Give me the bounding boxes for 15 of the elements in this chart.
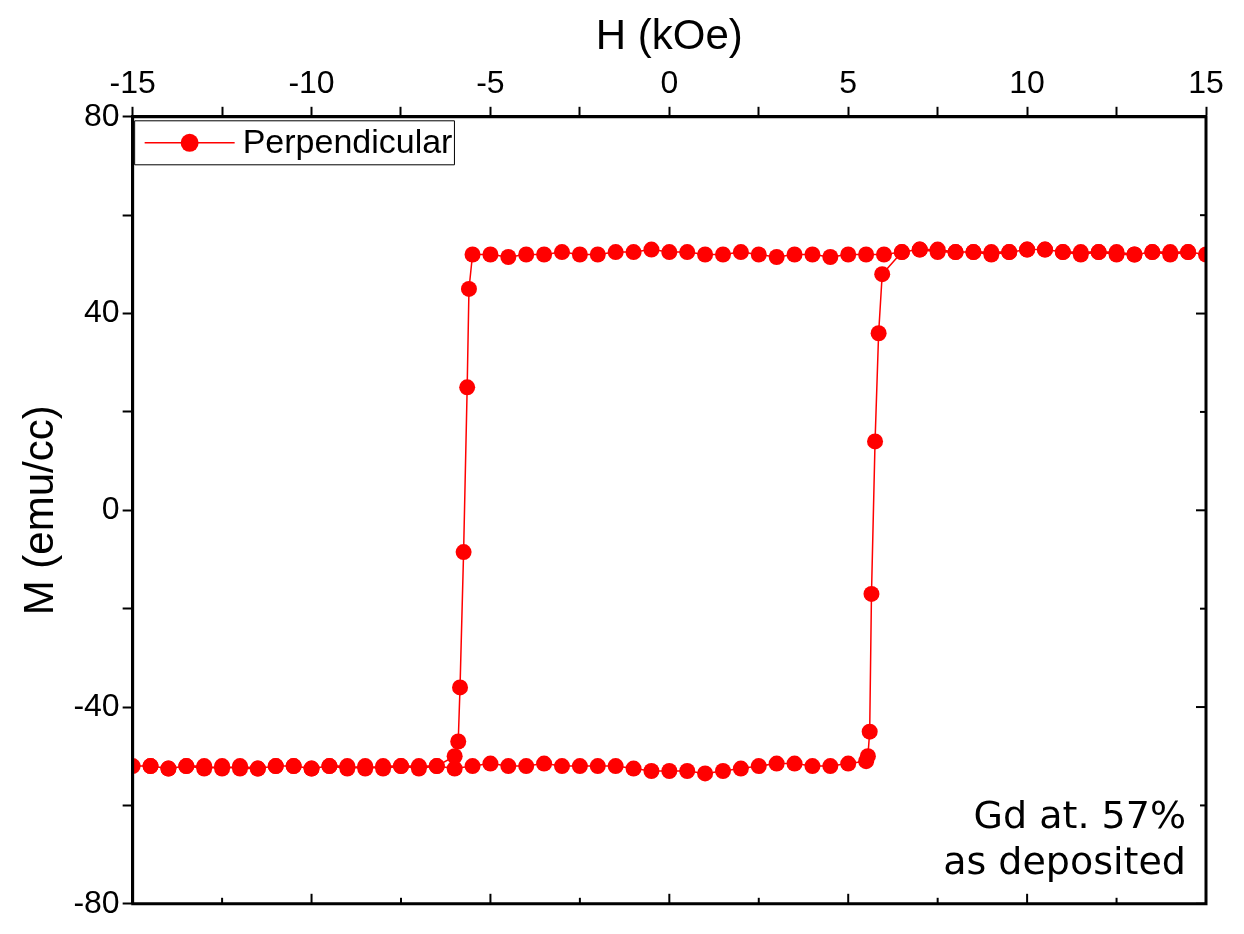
x-tick-label: -5 <box>476 64 505 101</box>
legend-label: Perpendicular <box>242 122 453 161</box>
y-tick-label: -80 <box>73 883 120 920</box>
y-tick-label: -40 <box>73 686 120 723</box>
x-tick-label: 15 <box>1188 64 1224 101</box>
annotation: Gd at. 57% <box>973 792 1186 837</box>
x-tick-label: 5 <box>839 64 858 101</box>
y-tick-label: 40 <box>84 293 120 330</box>
x-tick-label: 0 <box>660 64 679 101</box>
y-axis-title: M (emu/cc) <box>14 405 62 616</box>
x-tick-label: -10 <box>288 64 335 101</box>
x-axis-title: H (kOe) <box>595 10 743 58</box>
annotation: as deposited <box>943 838 1186 883</box>
y-tick-label: 0 <box>101 490 120 527</box>
x-tick-label: 10 <box>1009 64 1045 101</box>
